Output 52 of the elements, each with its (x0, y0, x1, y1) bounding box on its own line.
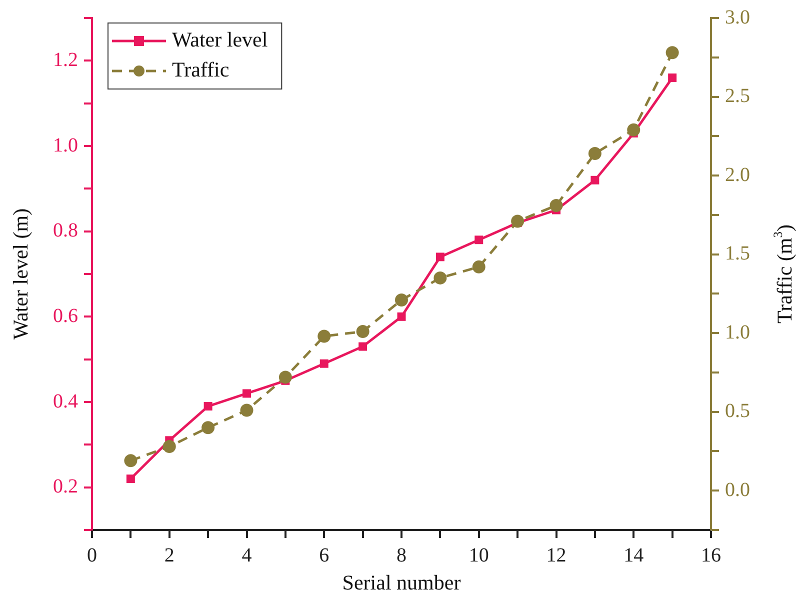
y-tick-label: 0.6 (53, 304, 78, 327)
point (318, 330, 331, 343)
point (436, 252, 444, 262)
y-tick-label: 0.4 (53, 390, 78, 412)
x-tick-label: 4 (242, 544, 252, 566)
y-tick-label: 1.0 (53, 134, 78, 156)
y2-tick-label: 3.0 (725, 6, 750, 28)
point (124, 454, 138, 468)
point (356, 325, 370, 338)
point (668, 73, 677, 82)
point (204, 402, 212, 411)
y-tick-label: 0.8 (53, 220, 78, 242)
point (358, 342, 368, 351)
point (627, 123, 640, 136)
x-axis-title: Serial number (342, 570, 461, 595)
y2-axis-title: Traffic (m3) (770, 224, 797, 324)
point (434, 271, 447, 284)
y2-tick-label: 0.5 (725, 400, 750, 422)
point (511, 214, 524, 228)
x-tick-label: 16 (701, 544, 721, 566)
y2-tick-label: 1.0 (725, 321, 750, 344)
point (242, 389, 251, 398)
x-tick-label: 6 (319, 544, 330, 566)
point (590, 176, 600, 184)
x-tick-label: 12 (546, 544, 566, 566)
point (278, 370, 292, 384)
point (472, 260, 486, 274)
point (395, 293, 408, 306)
x-tick-label: 14 (624, 544, 644, 566)
x-tick-label: 10 (468, 544, 489, 566)
legend-label: Traffic (172, 58, 230, 82)
point (397, 312, 406, 321)
point (240, 404, 254, 417)
y-tick-label: 1.2 (53, 48, 78, 71)
point (666, 46, 679, 60)
point (320, 359, 328, 368)
y2-tick-label: 1.5 (725, 242, 750, 265)
point (588, 146, 602, 160)
y2-tick-label: 0.0 (725, 478, 750, 501)
x-tick-label: 0 (87, 544, 97, 566)
point (162, 440, 176, 454)
x-tick-label: 2 (164, 544, 174, 566)
point (126, 474, 135, 484)
legend-label: Water level (172, 28, 268, 52)
y2-tick-label: 2.5 (725, 85, 750, 108)
point (474, 236, 484, 244)
point (202, 421, 215, 434)
x-tick-label: 8 (396, 544, 406, 566)
y-tick-label: 0.2 (53, 476, 78, 498)
y2-tick-label: 2.0 (725, 164, 750, 186)
y-axis-title: Water level (m) (8, 208, 33, 340)
point (550, 198, 563, 212)
